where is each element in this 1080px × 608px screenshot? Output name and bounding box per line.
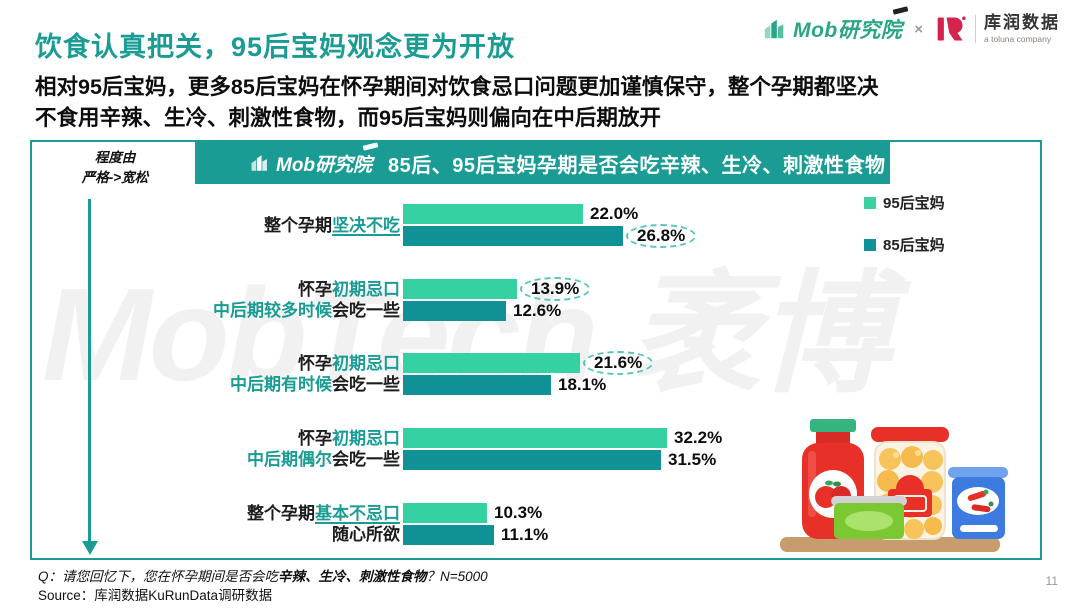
value-label-85: 11.1% xyxy=(501,525,549,544)
bar-85 xyxy=(403,301,506,321)
bar-95 xyxy=(403,428,667,448)
category-label: 怀孕初期忌口 中后期偶尔会吃一些 xyxy=(247,429,400,469)
mob-logo: Mob研究院 xyxy=(763,6,909,44)
mob-logo-icon xyxy=(764,19,784,39)
kurun-logo-icon xyxy=(937,16,966,41)
bar-row: 怀孕初期忌口 中后期偶尔会吃一些 32.2% 31.5% xyxy=(32,428,722,470)
legend-label-85: 85后宝妈 xyxy=(883,237,945,254)
value-label-85: 12.6% xyxy=(513,301,562,320)
bar-95 xyxy=(403,204,583,224)
flow-arrow-icon xyxy=(88,199,91,541)
axis-note: 程度由 严格->宽松 xyxy=(81,150,149,186)
circled-value-95: 13.9% xyxy=(520,277,591,301)
question-note: Q：请您回忆下，您在怀孕期间是否会吃辛辣、生冷、刺激性食物？N=5000 xyxy=(38,569,488,584)
value-label-95: 10.3% xyxy=(494,503,543,522)
food-illustration xyxy=(780,419,1008,552)
chart-title: 85后、95后宝妈孕期是否会吃辛辣、生冷、刺激性食物 xyxy=(388,154,886,177)
bar-85 xyxy=(403,450,661,470)
source-note: Source：库润数据KuRunData调研数据 xyxy=(38,588,273,603)
bar-row: 整个孕期坚决不吃 22.0% 26.8% xyxy=(32,204,697,248)
value-label-95: 32.2% xyxy=(674,428,723,447)
category-label: 怀孕初期忌口 中后期有时候会吃一些 xyxy=(230,354,400,394)
flow-arrow-head-icon xyxy=(82,541,98,555)
bar-95 xyxy=(403,353,580,373)
bar-row: 整个孕期基本不忌口 随心所欲 10.3% 11.1% xyxy=(32,503,548,545)
bar-row: 怀孕初期忌口 中后期有时候会吃一些 21.6% 18.1% xyxy=(32,351,654,395)
legend-swatch-85 xyxy=(864,238,876,251)
value-label-85: 31.5% xyxy=(668,450,717,469)
page-subtitle: 相对95后宝妈，更多85后宝妈在怀孕期间对饮食忌口问题更加谨慎保守，整个孕期都坚… xyxy=(35,75,879,130)
value-label-95: 22.0% xyxy=(590,204,639,223)
header-logos: Mob研究院 × 库润数据 a toluna company xyxy=(763,6,1060,45)
logo-separator: × xyxy=(914,20,923,38)
chart-panel: 程度由 严格->宽松 Mob研究院 85后、95后宝妈孕期是否会吃辛辣、生冷、刺… xyxy=(30,140,1042,560)
bar-95 xyxy=(403,279,517,299)
value-label-85: 18.1% xyxy=(558,375,607,394)
mob-logo-text: Mob研究院 xyxy=(793,19,903,42)
banner-grad-cap-icon xyxy=(362,141,379,151)
bar-85 xyxy=(403,226,623,246)
category-label: 整个孕期基本不忌口 随心所欲 xyxy=(247,504,400,544)
banner-mob-logo-icon xyxy=(251,155,267,171)
bar-row: 怀孕初期忌口 中后期较多时候会吃一些 13.9% 12.6% xyxy=(32,277,591,321)
chart-title-banner: Mob研究院 85后、95后宝妈孕期是否会吃辛辣、生冷、刺激性食物 xyxy=(195,141,890,184)
circled-value-95: 21.6% xyxy=(583,351,654,375)
logo-divider xyxy=(975,15,976,43)
page-number: 11 xyxy=(1045,574,1058,588)
bar-85 xyxy=(403,375,551,395)
kurun-tagline: a toluna company xyxy=(984,33,1052,44)
legend-swatch-95 xyxy=(864,196,876,209)
circled-value-85: 26.8% xyxy=(626,224,697,248)
kurun-logo: 库润数据 a toluna company xyxy=(935,13,1060,45)
banner-mob-logo-text: Mob研究院 xyxy=(276,154,373,176)
bar-95 xyxy=(403,503,487,523)
banner-mob-logo: Mob研究院 xyxy=(250,141,379,177)
legend-item-85: 85后宝妈 xyxy=(864,234,945,255)
category-label: 整个孕期坚决不吃 xyxy=(264,215,400,235)
kurun-name: 库润数据 xyxy=(984,12,1060,32)
category-label: 怀孕初期忌口 中后期较多时候会吃一些 xyxy=(213,280,400,320)
legend-item-95: 95后宝妈 xyxy=(864,192,945,213)
legend-label-95: 95后宝妈 xyxy=(883,195,945,212)
bar-85 xyxy=(403,525,494,545)
legend: 95后宝妈 85后宝妈 xyxy=(864,192,945,255)
page-title: 饮食认真把关，95后宝妈观念更为开放 xyxy=(35,32,516,62)
